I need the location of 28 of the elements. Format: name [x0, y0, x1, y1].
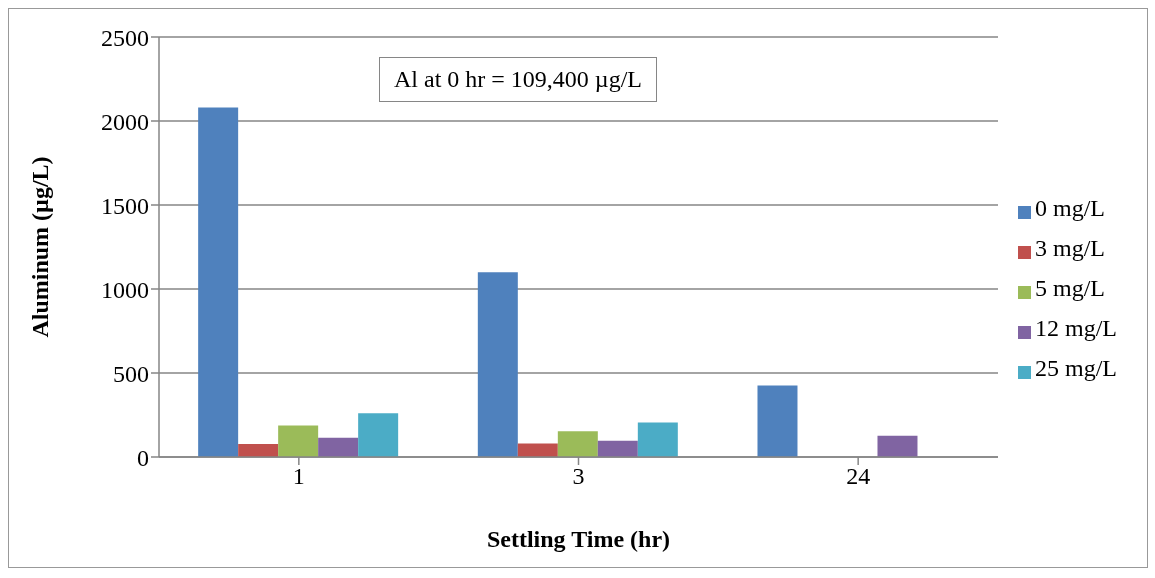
- y-tick-label: 500: [113, 360, 149, 387]
- y-tick-label: 1500: [101, 192, 149, 219]
- y-tick-label: 2000: [101, 108, 149, 135]
- bar: [238, 443, 279, 457]
- bar: [557, 431, 598, 457]
- x-tick-label: 24: [846, 463, 871, 490]
- bar: [757, 385, 798, 457]
- bar: [597, 440, 638, 457]
- y-axis-title: Aluminum (µg/L): [26, 156, 53, 338]
- bar: [318, 437, 359, 457]
- annotation: Al at 0 hr = 109,400 µg/L: [379, 57, 658, 102]
- y-tick-label: 1000: [101, 276, 149, 303]
- y-tick-label: 0: [137, 444, 149, 471]
- x-tick-label: 1: [292, 463, 305, 490]
- legend-label: 25 mg/L: [1035, 355, 1117, 381]
- bar: [198, 107, 239, 457]
- bar: [877, 435, 918, 457]
- bar: [637, 422, 678, 457]
- bar: [358, 413, 399, 457]
- x-axis-title: Settling Time (hr): [486, 526, 671, 552]
- legend-label: 0 mg/L: [1035, 195, 1105, 221]
- x-tick-label: 3: [572, 463, 585, 490]
- legend-label: 12 mg/L: [1035, 315, 1117, 341]
- bar: [278, 425, 319, 457]
- legend-label: 3 mg/L: [1035, 235, 1105, 261]
- bar: [477, 272, 518, 457]
- y-tick-label: 2500: [101, 24, 149, 51]
- legend-label: 5 mg/L: [1035, 275, 1105, 301]
